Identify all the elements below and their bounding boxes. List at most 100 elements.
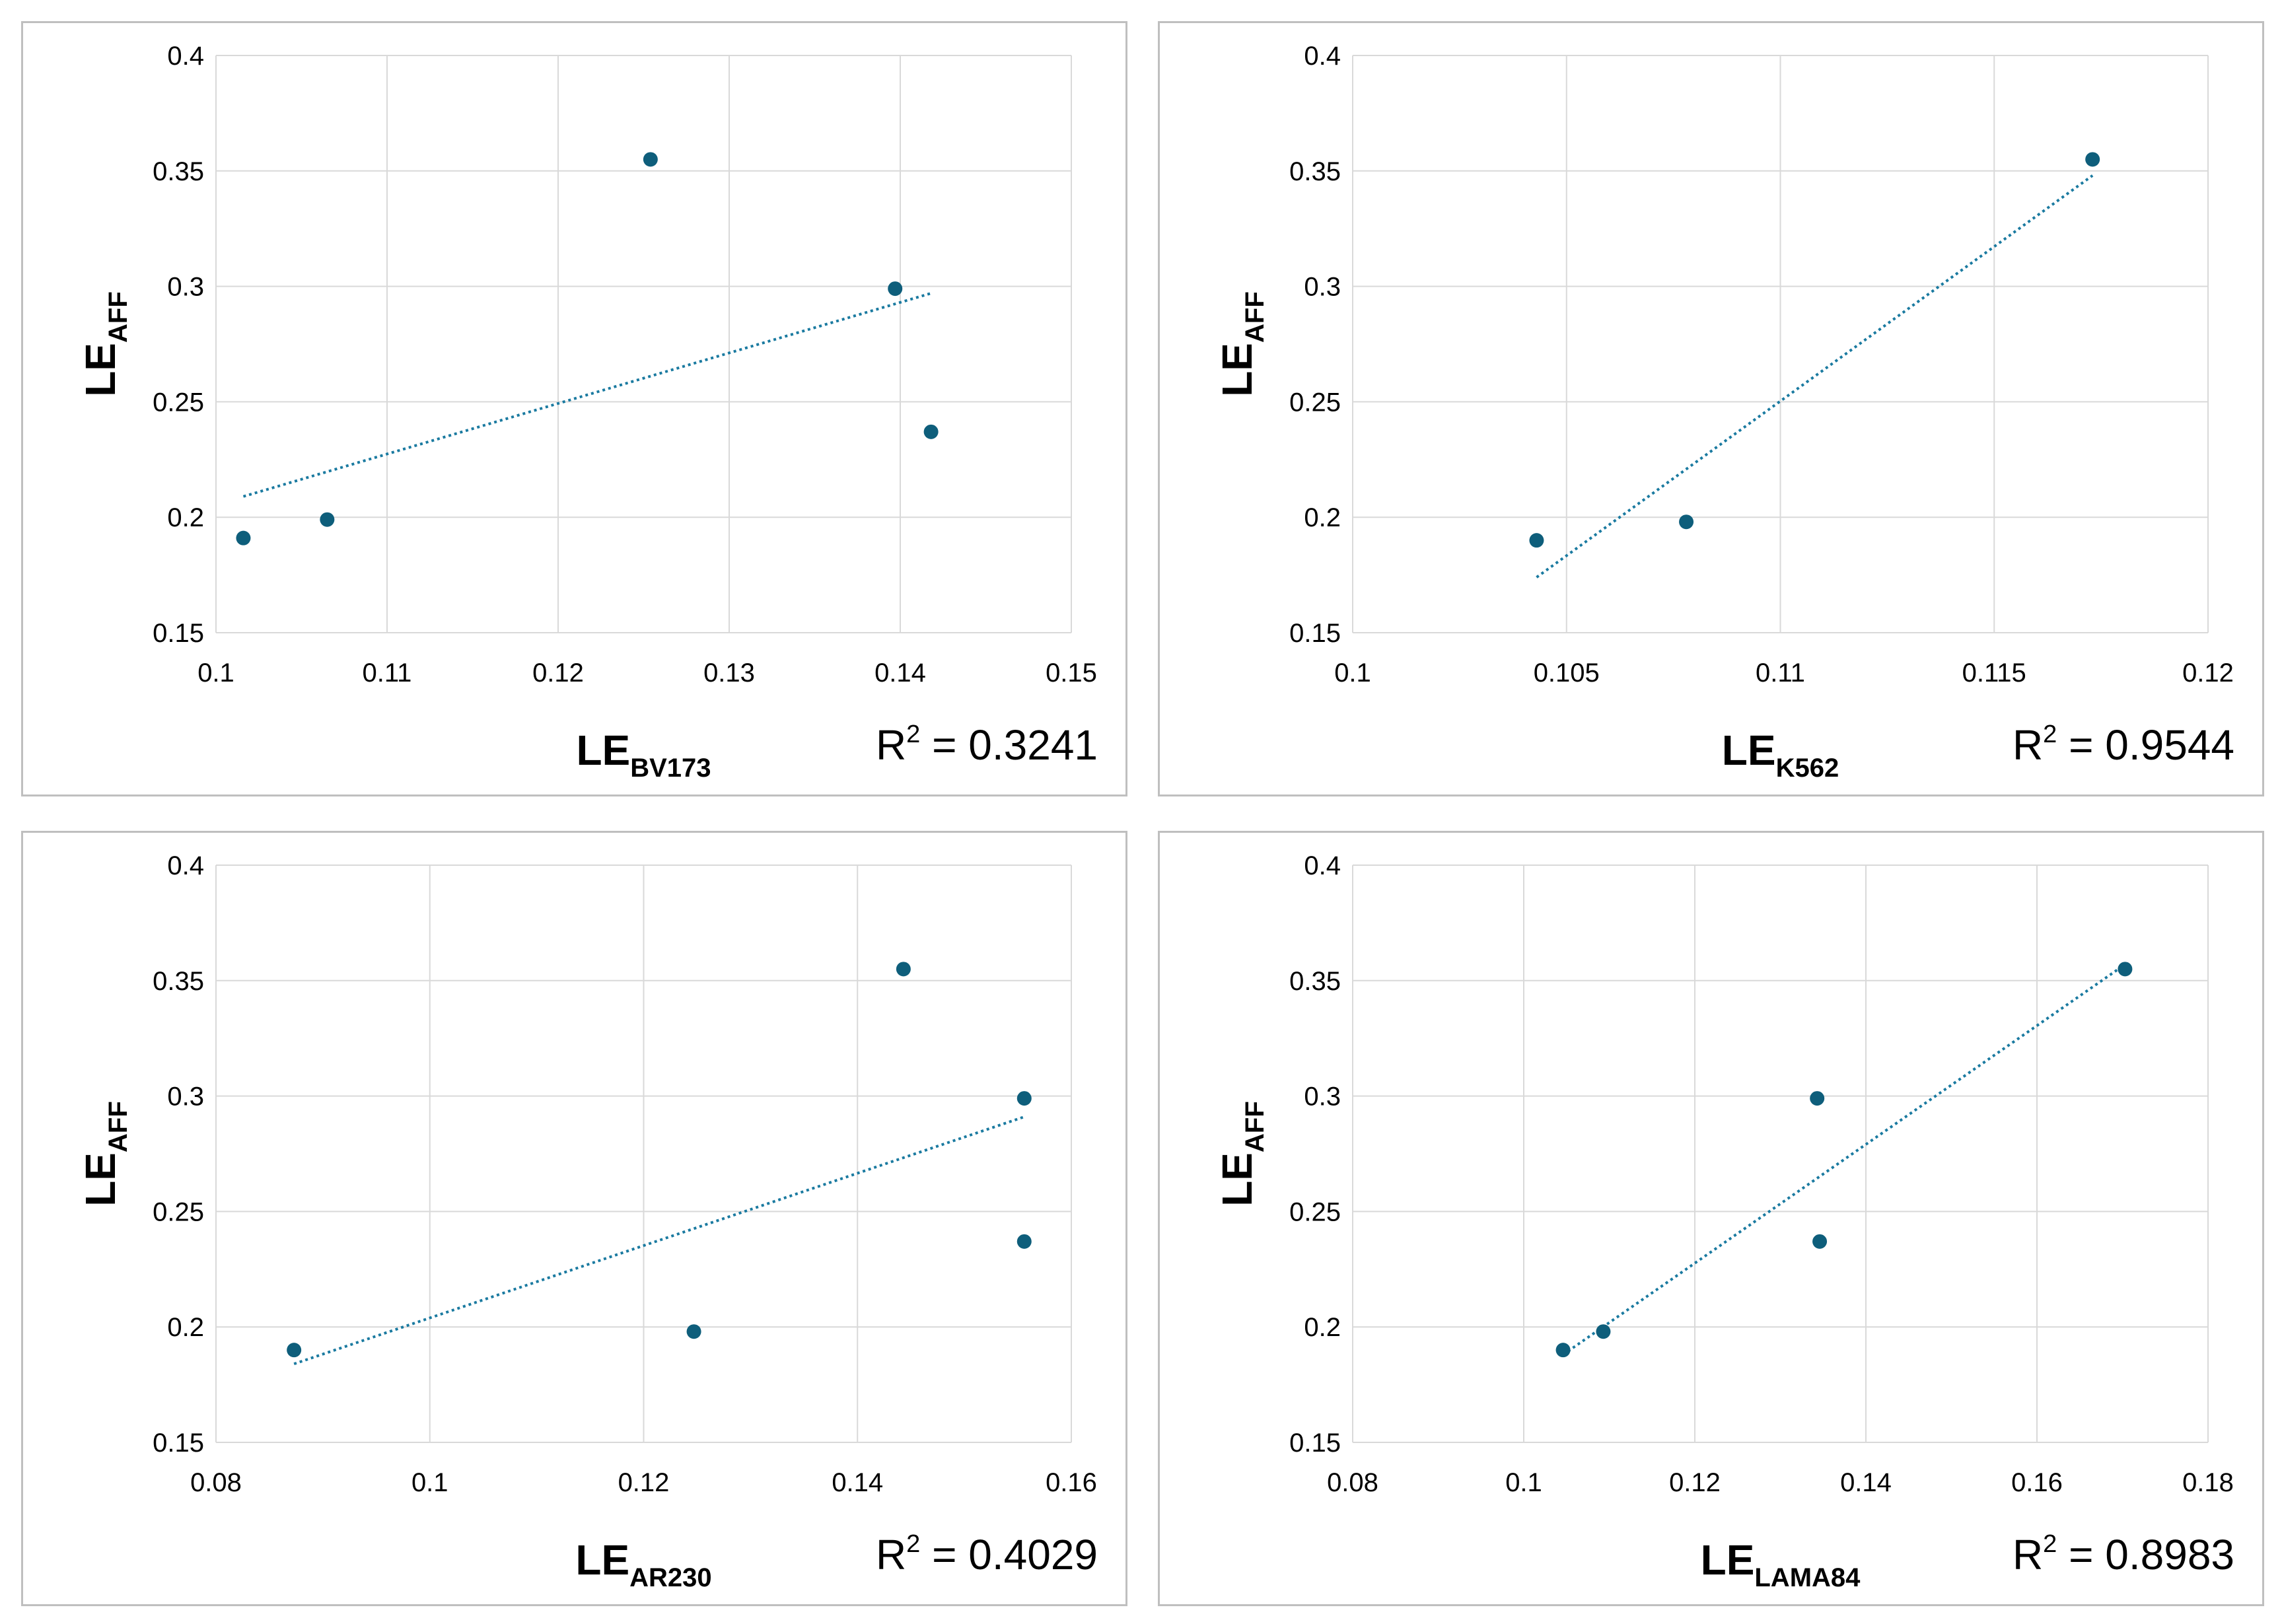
y-axis-label-subscript: AFF: [104, 291, 133, 343]
y-axis-label: LEAFF: [77, 291, 133, 397]
r-squared-symbol: R: [876, 1531, 906, 1578]
panel-frame: [21, 831, 1127, 1606]
data-point: [287, 1343, 302, 1358]
x-tick-label: 0.14: [1840, 1468, 1892, 1497]
y-tick-label: 0.3: [1304, 1082, 1341, 1112]
y-tick-label: 0.4: [1304, 42, 1341, 71]
y-tick-label: 0.2: [1304, 1313, 1341, 1342]
x-axis-label-subscript: LAMA84: [1754, 1563, 1861, 1592]
x-tick-label: 0.1: [1334, 658, 1371, 688]
data-point: [1679, 514, 1694, 530]
y-tick-label: 0.35: [153, 967, 204, 996]
x-tick-label: 0.16: [2011, 1468, 2063, 1497]
y-tick-label: 0.25: [153, 1197, 204, 1226]
x-tick-label: 0.1: [411, 1468, 448, 1497]
y-tick-label: 0.35: [153, 157, 204, 186]
y-tick-label: 0.3: [1304, 273, 1341, 302]
y-tick-label: 0.35: [1289, 967, 1341, 996]
y-tick-label: 0.4: [167, 851, 204, 880]
y-tick-label: 0.3: [167, 1082, 204, 1112]
r-squared-label: R2 = 0.4029: [876, 1530, 1098, 1578]
x-axis-label-subscript: BV173: [630, 754, 711, 783]
y-tick-label: 0.2: [167, 503, 204, 532]
y-tick-label: 0.25: [1289, 1197, 1341, 1226]
y-tick-label: 0.15: [153, 619, 204, 648]
y-tick-label: 0.3: [167, 273, 204, 302]
y-axis-label-main: LE: [1213, 343, 1261, 397]
x-axis-label: LELAMA84: [1701, 1536, 1861, 1592]
y-axis-label-subscript: AFF: [1240, 291, 1269, 343]
r-squared-value: = 0.8983: [2057, 1531, 2234, 1578]
x-tick-label: 0.12: [532, 658, 584, 688]
x-tick-label: 0.12: [618, 1468, 670, 1497]
data-point: [1810, 1091, 1825, 1106]
y-tick-label: 0.2: [167, 1313, 204, 1342]
x-tick-label: 0.1: [1505, 1468, 1542, 1497]
r-squared-superscript: 2: [2043, 1530, 2057, 1558]
x-axis-label-main: LE: [1701, 1536, 1755, 1584]
y-tick-label: 0.25: [1289, 388, 1341, 417]
y-axis-label-main: LE: [77, 1152, 124, 1207]
r-squared-label: R2 = 0.9544: [2013, 721, 2234, 769]
data-point: [686, 1324, 701, 1339]
x-axis-label-main: LE: [576, 726, 630, 774]
x-tick-label: 0.16: [1046, 1468, 1097, 1497]
x-axis-label-main: LE: [575, 1536, 629, 1584]
chart-panel-k562: 0.4 0.35 0.3 0.25 0.2 0.15 0.1 0.105 0.11 0.115 0.…: [1158, 21, 2264, 796]
chart-panel-ar230: 0.4 0.35 0.3 0.25 0.2 0.15 0.08 0.1 0.12 0.14 0.16…: [21, 831, 1127, 1606]
x-axis-label: LEAR230: [575, 1536, 711, 1592]
x-tick-label: 0.11: [363, 658, 412, 688]
x-axis-label-subscript: AR230: [629, 1563, 712, 1592]
y-axis-label-main: LE: [77, 343, 124, 397]
r-squared-superscript: 2: [906, 721, 920, 748]
x-tick-label: 0.13: [703, 658, 755, 688]
x-tick-label: 0.11: [1756, 658, 1805, 688]
y-axis-label-subscript: AFF: [1240, 1101, 1269, 1152]
data-point: [320, 512, 335, 527]
data-point: [896, 962, 911, 977]
r-squared-value: = 0.9544: [2057, 721, 2234, 769]
data-point: [2085, 152, 2100, 167]
y-tick-label: 0.4: [1304, 851, 1341, 880]
trendline: [1536, 174, 2094, 579]
x-tick-label: 0.14: [874, 658, 926, 688]
chart-panel-lama84: 0.4 0.35 0.3 0.25 0.2 0.15 0.08 0.1 0.12 0.14 0.16…: [1158, 831, 2264, 1606]
y-axis-label: LEAFF: [1213, 291, 1269, 397]
r-squared-symbol: R: [2013, 1531, 2043, 1578]
data-point: [1812, 1234, 1828, 1249]
x-tick-label: 0.1: [197, 658, 234, 688]
x-tick-label: 0.18: [2182, 1468, 2234, 1497]
data-point: [923, 424, 939, 439]
y-tick-label: 0.2: [1304, 503, 1341, 532]
x-axis-label-subscript: K562: [1776, 754, 1839, 783]
r-squared-value: = 0.3241: [920, 721, 1098, 769]
panel-frame: [21, 21, 1127, 796]
y-tick-label: 0.25: [153, 388, 204, 417]
y-tick-label: 0.15: [1289, 619, 1341, 648]
x-tick-label: 0.115: [1962, 658, 2026, 688]
x-tick-label: 0.08: [190, 1468, 242, 1497]
y-axis-label-subscript: AFF: [104, 1101, 133, 1152]
data-point: [1529, 533, 1544, 548]
chart-panel-bv173: 0.4 0.35 0.3 0.25 0.2 0.15 0.1 0.11 0.12 0.13 0.14…: [21, 21, 1127, 796]
data-point: [643, 152, 658, 167]
y-tick-label: 0.15: [1289, 1429, 1341, 1458]
x-tick-label: 0.105: [1534, 658, 1600, 688]
x-tick-label: 0.08: [1327, 1468, 1378, 1497]
data-point: [888, 281, 903, 297]
panel-frame: [1158, 831, 2264, 1606]
data-point: [1596, 1324, 1611, 1339]
r-squared-superscript: 2: [2043, 721, 2057, 748]
r-squared-value: = 0.4029: [920, 1531, 1098, 1578]
y-axis-label: LEAFF: [1213, 1101, 1269, 1207]
y-axis-label-main: LE: [1213, 1152, 1261, 1207]
y-tick-label: 0.15: [153, 1429, 204, 1458]
data-point: [236, 530, 251, 546]
x-tick-label: 0.14: [832, 1468, 883, 1497]
trendline: [293, 1115, 1025, 1366]
x-axis-label: LEBV173: [576, 726, 711, 783]
y-tick-label: 0.35: [1289, 157, 1341, 186]
x-tick-label: 0.12: [2182, 658, 2234, 688]
r-squared-label: R2 = 0.8983: [2013, 1530, 2234, 1578]
x-axis-label: LEK562: [1722, 726, 1839, 783]
